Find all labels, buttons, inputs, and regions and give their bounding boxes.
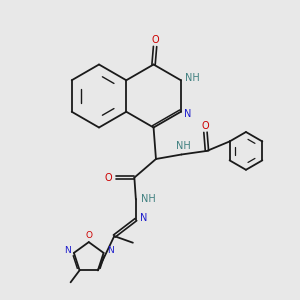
Text: O: O	[85, 231, 92, 240]
Text: O: O	[105, 172, 112, 183]
Text: O: O	[202, 121, 209, 131]
Text: N: N	[107, 246, 114, 255]
Text: N: N	[64, 246, 71, 255]
Text: NH: NH	[185, 73, 200, 83]
Text: N: N	[184, 109, 191, 119]
Text: NH: NH	[141, 194, 156, 204]
Text: NH: NH	[176, 141, 191, 151]
Text: N: N	[140, 213, 147, 223]
Text: O: O	[151, 35, 159, 45]
